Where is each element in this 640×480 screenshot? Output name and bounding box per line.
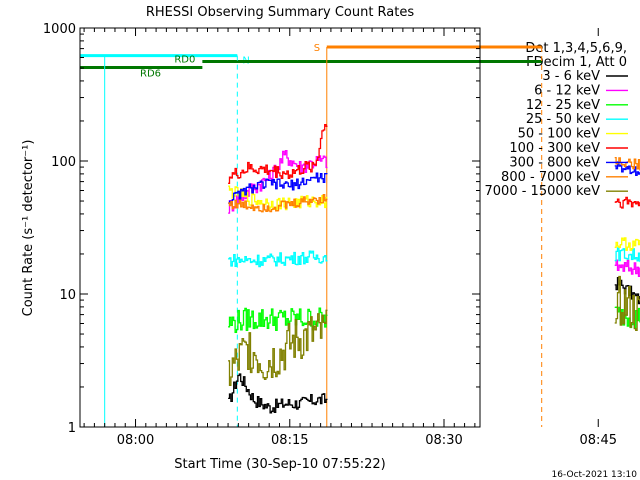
state-bar-label: RD0	[174, 54, 195, 65]
y-tick-label: 1	[68, 421, 76, 436]
x-tick-label: 08:45	[580, 433, 617, 448]
state-bar-label: RD6	[140, 68, 161, 79]
series-trace	[228, 250, 328, 268]
x-tick-label: 08:00	[117, 433, 154, 448]
legend-entry-label: 25 - 50 keV	[526, 112, 600, 127]
y-tick-label: 10	[59, 288, 76, 303]
legend-entry-label: 100 - 300 keV	[509, 141, 600, 156]
legend-entry-label: 6 - 12 keV	[534, 83, 600, 98]
y-tick-label: 100	[51, 155, 76, 170]
series-trace	[228, 124, 328, 184]
legend-entry-label: 800 - 7000 keV	[501, 170, 600, 185]
plot-frame	[79, 27, 481, 428]
series-trace	[228, 193, 328, 213]
legend-header-line-1: Det 1,3,4,5,6,9,	[525, 41, 627, 56]
axis-layer: 110100100008:0008:1508:3008:4509:0009:15…	[43, 22, 617, 448]
legend-entry-label: 300 - 800 keV	[509, 155, 600, 170]
x-tick-label: 08:30	[425, 433, 462, 448]
legend-entry-label: 7000 - 15000 keV	[485, 184, 601, 199]
y-axis-label: Count Rate (s⁻¹ detector⁻¹)	[21, 140, 36, 317]
series-trace	[228, 373, 328, 414]
plot-layer: SNRD0RD6	[80, 43, 640, 427]
footer-timestamp: 16-Oct-2021 13:10	[552, 470, 638, 480]
y-tick-label: 1000	[43, 22, 76, 37]
series-trace	[228, 309, 328, 387]
series-trace	[228, 172, 328, 205]
y-axis-label-group: Count Rate (s⁻¹ detector⁻¹)	[21, 140, 36, 317]
x-tick-label: 08:15	[271, 433, 308, 448]
legend-entry-label: 12 - 25 keV	[526, 98, 600, 113]
legend-header-line-2: FDecim 1, Att 0	[526, 55, 627, 70]
state-bar-label: S	[314, 43, 320, 54]
x-axis-label: Start Time (30-Sep-10 07:55:22)	[174, 457, 385, 472]
chart-title: RHESSI Observing Summary Count Rates	[146, 5, 415, 20]
legend-entry-label: 50 - 100 keV	[518, 127, 601, 142]
legend-entry-label: 3 - 6 keV	[542, 69, 600, 84]
